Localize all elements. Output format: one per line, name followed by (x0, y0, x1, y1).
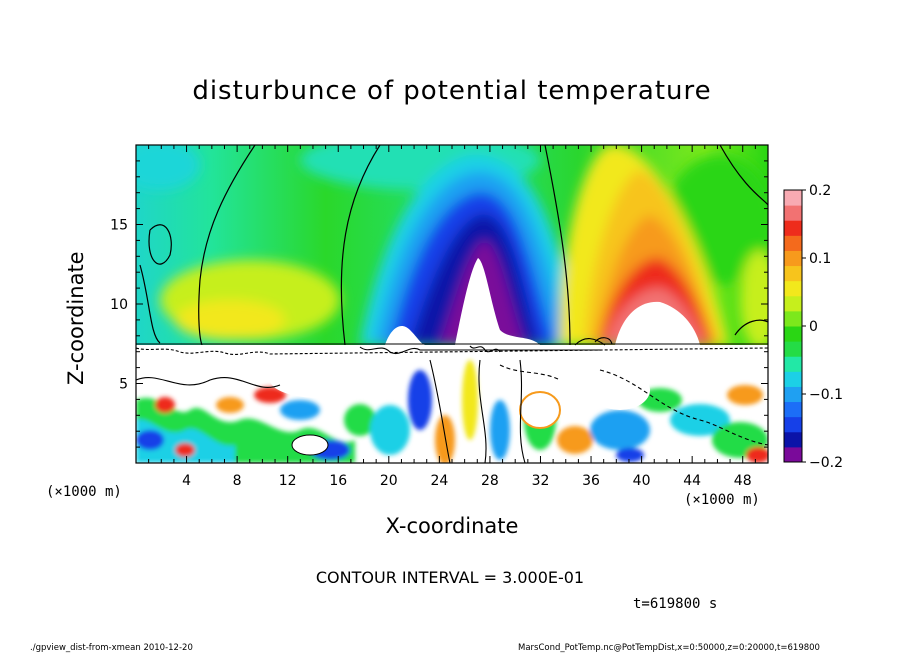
contour-interval: CONTOUR INTERVAL = 3.000E-01 (0, 568, 904, 587)
x-tick-label: 44 (683, 473, 701, 489)
colorbar-swatch (784, 295, 802, 312)
colorbar-swatch (784, 250, 802, 267)
colorbar-swatch (784, 220, 802, 236)
x-tick-label: 4 (182, 473, 191, 489)
colorbar-swatch (784, 310, 802, 327)
x-axis: 4 8 12 16 20 24 28 32 36 40 44 48 (135, 145, 769, 489)
colorbar-swatch (784, 190, 802, 206)
x-tick-label: 28 (481, 473, 499, 489)
colorbar-swatch (784, 416, 802, 433)
x-tick-label: 12 (279, 473, 297, 489)
upper-field (136, 145, 768, 345)
colorbar-tick-label: 0.2 (809, 183, 831, 199)
footer-command: ./gpview_dist-from-xmean 2010-12-20 (30, 643, 193, 653)
chart-title: disturbunce of potential temperature (192, 76, 712, 106)
x-axis-label: X-coordinate (385, 514, 519, 538)
colorbar-swatch (784, 356, 802, 372)
x-tick-label: 16 (329, 473, 347, 489)
colorbar-tick-label: −0.2 (809, 455, 843, 471)
x-tick-label: 32 (532, 473, 550, 489)
colorbar-swatch (784, 265, 802, 282)
y-tick-label: 5 (119, 377, 128, 393)
colorbar: 0.2 0.1 0 −0.1 −0.2 (783, 183, 843, 471)
boundary-contours (136, 337, 768, 355)
colorbar-swatch (784, 386, 802, 403)
z-units-label: (×1000 m) (46, 484, 122, 500)
x-tick-label: 40 (633, 473, 651, 489)
x-tick-label: 24 (430, 473, 448, 489)
colorbar-swatch (784, 341, 802, 357)
colorbar-swatch (784, 446, 802, 463)
y-axis: 5 10 15 (110, 144, 768, 464)
contour-interval-text: CONTOUR INTERVAL = 3.000E-01 (315, 568, 585, 587)
colorbar-swatch (784, 431, 802, 448)
y-tick-label: 10 (110, 297, 128, 313)
colorbar-swatch (784, 401, 802, 418)
colorbar-swatch (784, 235, 802, 251)
x-tick-label: 48 (734, 473, 752, 489)
colorbar-tick-label: 0.1 (809, 251, 831, 267)
x-units-label: (×1000 m) (684, 492, 760, 508)
colorbar-swatch (784, 326, 802, 342)
colorbar-swatch (784, 205, 802, 221)
footer-source: MarsCond_PotTemp.nc@PotTempDist,x=0:5000… (518, 643, 820, 653)
colorbar-swatch (784, 280, 802, 297)
colorbar-swatch (784, 371, 802, 387)
y-tick-label: 15 (110, 218, 128, 234)
lower-field (136, 345, 768, 463)
colorbar-tick-label: 0 (809, 319, 818, 335)
time-label: t=619800 s (633, 596, 718, 612)
colorbar-tick-label: −0.1 (809, 387, 843, 403)
y-axis-label: Z-coordinate (64, 251, 88, 385)
x-tick-label: 20 (380, 473, 398, 489)
x-tick-label: 8 (233, 473, 242, 489)
x-tick-label: 36 (582, 473, 600, 489)
